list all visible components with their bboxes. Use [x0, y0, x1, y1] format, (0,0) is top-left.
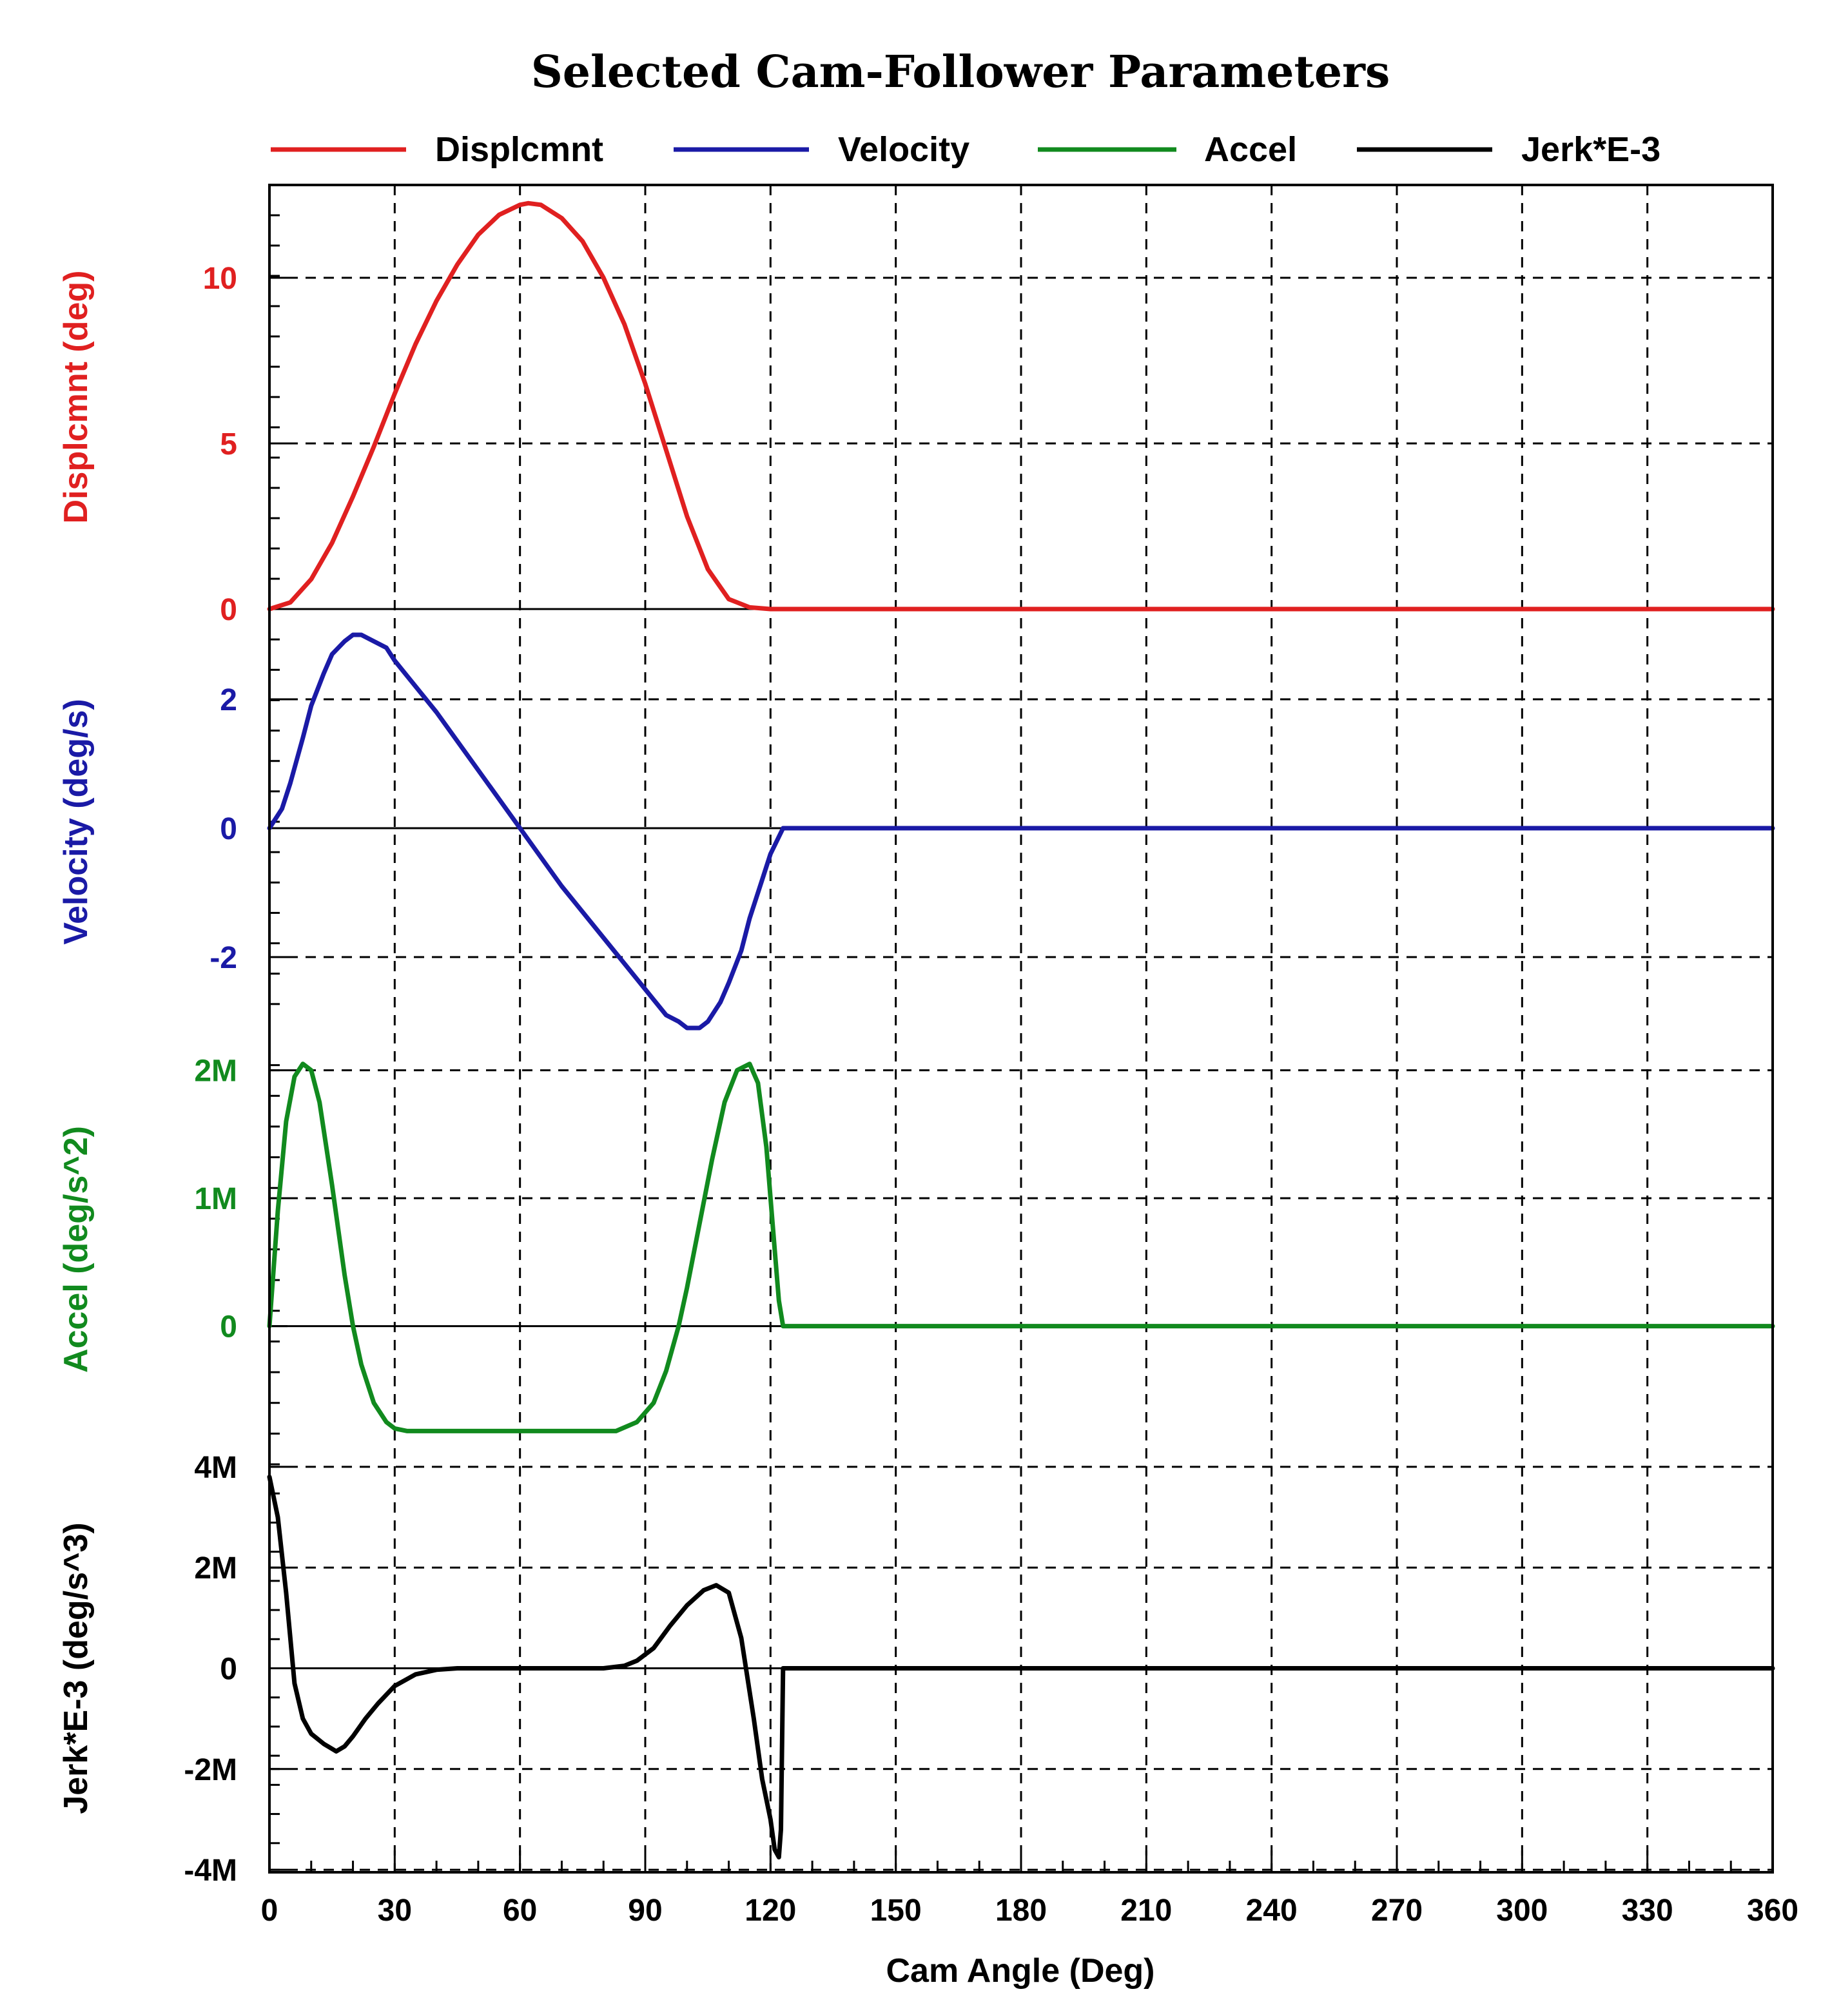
y-tick-label: 2M — [194, 1551, 237, 1585]
y-axis-label-displcmnt: Displcmnt (deg) — [57, 271, 95, 524]
y-tick-label: 2M — [194, 1054, 237, 1089]
x-tick-label: 0 — [261, 1894, 278, 1928]
grid — [393, 185, 1649, 1872]
series-line-displcmnt — [267, 200, 1775, 612]
y-tick-label: 5 — [220, 427, 237, 461]
y-tick-label: -2M — [184, 1753, 237, 1787]
series-line-velocity — [267, 632, 1775, 1031]
x-tick-label: 150 — [870, 1894, 922, 1928]
y-tick-label: 0 — [220, 812, 237, 846]
y-tick-label: 10 — [203, 262, 237, 296]
y-tick-label: 0 — [220, 593, 237, 627]
chart-title: Selected Cam-Follower Parameters — [531, 46, 1390, 98]
x-tick-label: 60 — [503, 1894, 537, 1928]
y-tick-label: 2 — [220, 683, 237, 717]
panel-jerk: -4M -2M 0 2M 4M Jerk*E-3 (deg/s^3) — [57, 1451, 1775, 1888]
y-axis-label-velocity: Velocity (deg/s) — [57, 699, 95, 944]
panel-accel: 0 1M 2M Accel (deg/s^2) — [57, 1054, 1775, 1435]
series-line-jerk — [267, 1475, 1775, 1860]
series-line-accel — [267, 1061, 1775, 1433]
x-tick-label: 270 — [1371, 1894, 1423, 1928]
legend-label-accel: Accel — [1204, 130, 1297, 169]
x-tick-label: 300 — [1496, 1894, 1548, 1928]
panel-displcmnt: 0 5 10 Displcmnt (deg) — [57, 200, 1775, 627]
y-tick-label: 1M — [194, 1182, 237, 1216]
x-tick-label: 90 — [628, 1894, 662, 1928]
y-tick-label: 0 — [220, 1653, 237, 1687]
x-tick-label: 210 — [1120, 1894, 1172, 1928]
x-axis-label: Cam Angle (Deg) — [886, 1952, 1155, 1990]
panel-velocity: -2 0 2 Velocity (deg/s) — [57, 632, 1775, 1031]
x-tick-label: 30 — [378, 1894, 412, 1928]
x-tick-label: 330 — [1622, 1894, 1673, 1928]
x-axis: 0 30 60 90 120 150 180 210 240 270 300 330 360 — [261, 184, 1798, 1928]
x-tick-label: 360 — [1747, 1894, 1798, 1928]
legend-label-displcmnt: Displcmnt — [435, 130, 603, 169]
y-tick-label: -2 — [209, 941, 237, 975]
x-tick-label: 240 — [1246, 1894, 1298, 1928]
legend-label-jerk: Jerk*E-3 — [1521, 130, 1660, 169]
y-tick-label: 4M — [194, 1451, 237, 1485]
y-tick-label: 0 — [220, 1310, 237, 1344]
legend: Displcmnt Velocity Accel Jerk*E-3 — [271, 130, 1660, 169]
x-tick-label: 180 — [995, 1894, 1047, 1928]
y-axis-label-accel: Accel (deg/s^2) — [57, 1126, 95, 1373]
y-axis-label-jerk: Jerk*E-3 (deg/s^3) — [57, 1522, 95, 1814]
plot-panels: 0 5 10 Displcmnt (deg) -2 0 2 Velocity (deg/s) 0… — [57, 200, 1775, 1888]
legend-label-velocity: Velocity — [838, 130, 969, 169]
y-tick-label: -4M — [184, 1854, 237, 1888]
x-tick-label: 120 — [745, 1894, 796, 1928]
